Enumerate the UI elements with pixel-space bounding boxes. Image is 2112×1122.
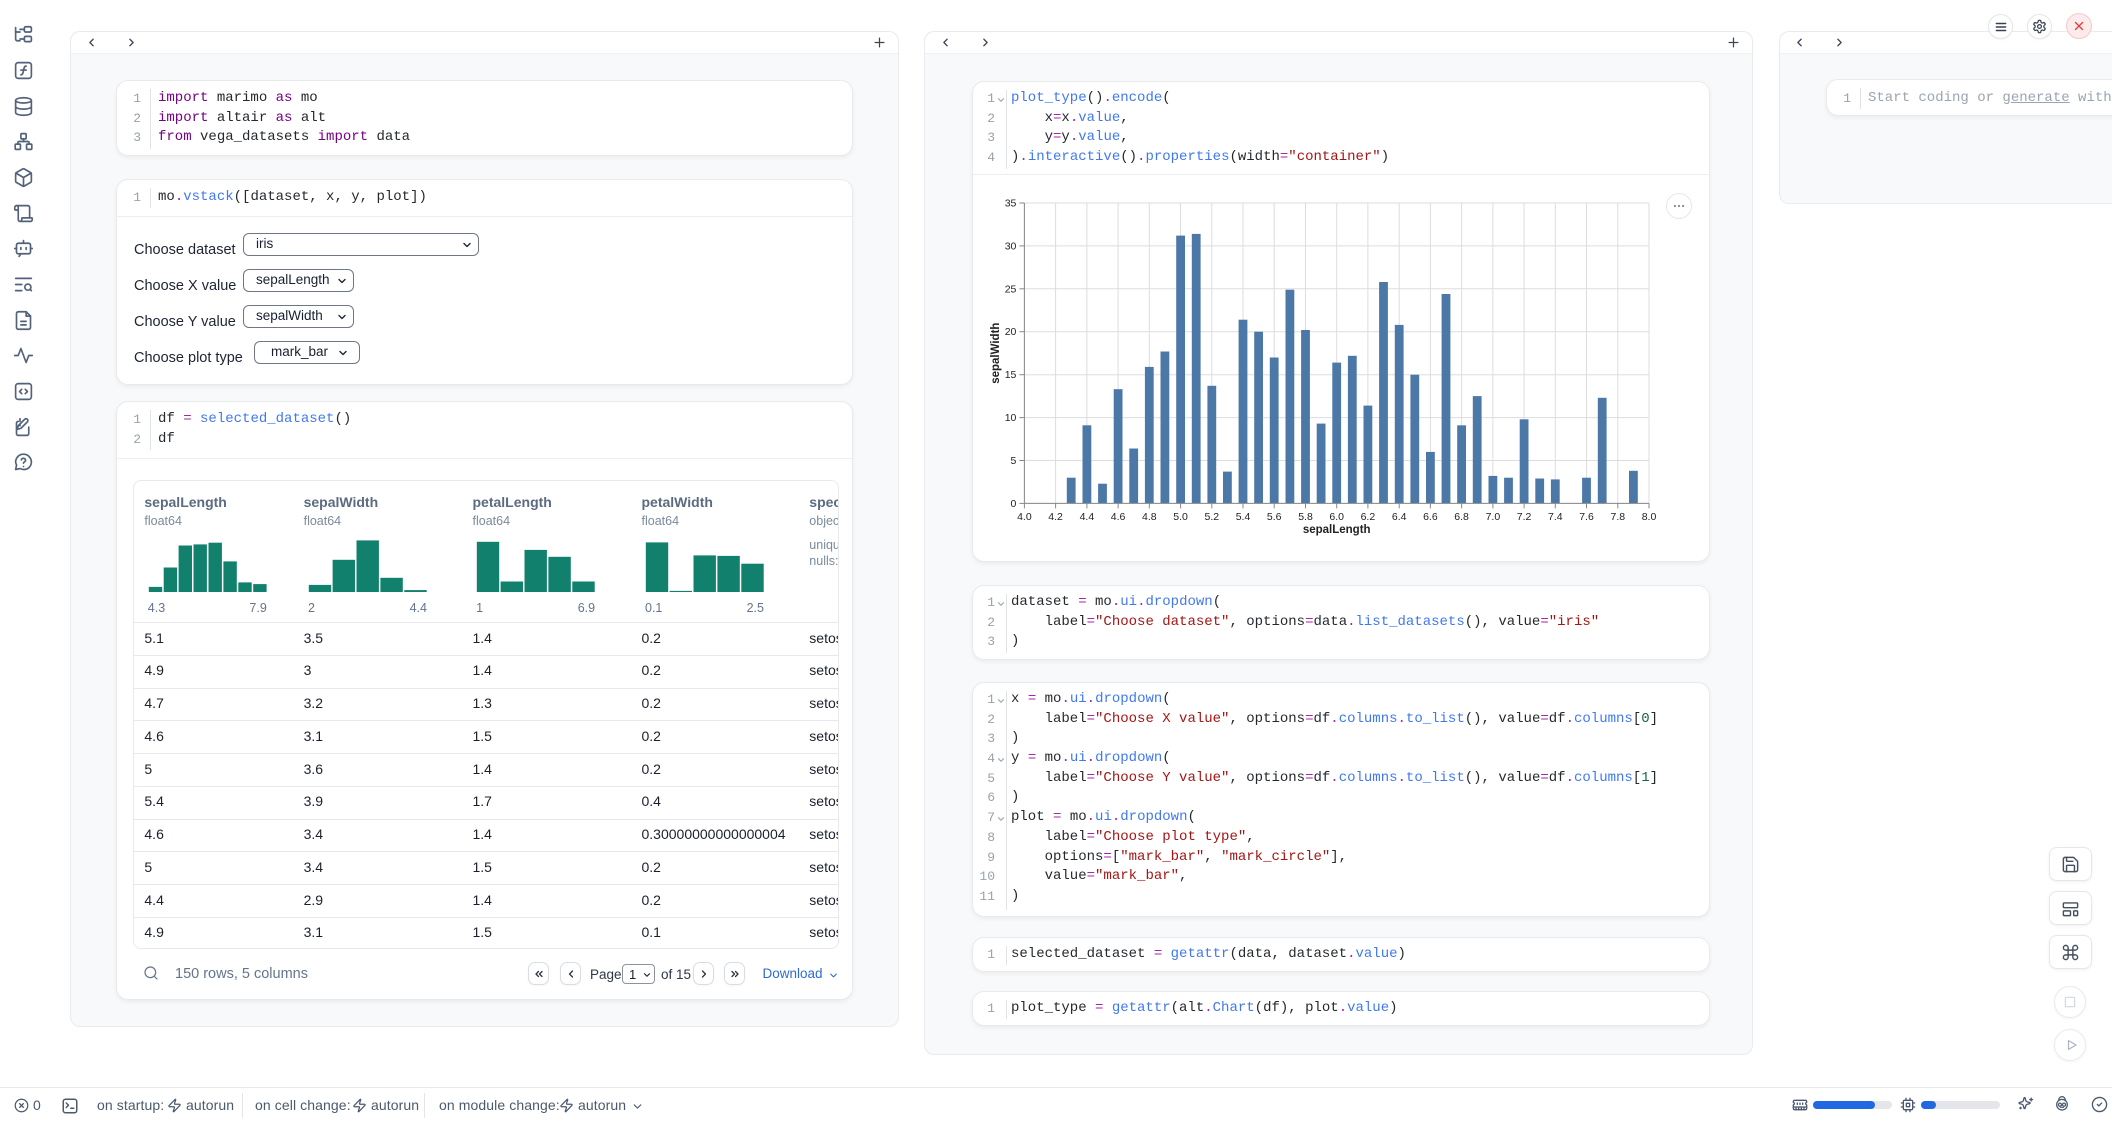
svg-text:5.4: 5.4 xyxy=(1236,511,1251,523)
svg-text:8.0: 8.0 xyxy=(1642,511,1657,523)
svg-text:6.8: 6.8 xyxy=(1454,511,1469,523)
svg-text:25: 25 xyxy=(1005,283,1017,295)
svg-text:7.6: 7.6 xyxy=(1579,511,1594,523)
svg-text:0: 0 xyxy=(1011,498,1017,510)
svg-text:15: 15 xyxy=(1005,369,1017,381)
svg-text:7.4: 7.4 xyxy=(1548,511,1563,523)
svg-text:5.2: 5.2 xyxy=(1204,511,1219,523)
svg-text:6.6: 6.6 xyxy=(1423,511,1438,523)
svg-text:5.8: 5.8 xyxy=(1298,511,1313,523)
svg-text:35: 35 xyxy=(1005,198,1017,210)
svg-text:6.2: 6.2 xyxy=(1361,511,1376,523)
svg-text:6.4: 6.4 xyxy=(1392,511,1407,523)
svg-text:7.0: 7.0 xyxy=(1486,511,1501,523)
svg-text:4.6: 4.6 xyxy=(1111,511,1126,523)
svg-text:4.8: 4.8 xyxy=(1142,511,1157,523)
svg-text:20: 20 xyxy=(1005,326,1017,338)
svg-text:10: 10 xyxy=(1005,412,1017,424)
svg-text:5.0: 5.0 xyxy=(1173,511,1188,523)
svg-text:7.8: 7.8 xyxy=(1610,511,1625,523)
svg-text:5.6: 5.6 xyxy=(1267,511,1282,523)
svg-text:30: 30 xyxy=(1005,240,1017,252)
svg-text:sepalLength: sepalLength xyxy=(1303,524,1371,536)
svg-text:sepalWidth: sepalWidth xyxy=(990,323,1002,384)
svg-text:7.2: 7.2 xyxy=(1517,511,1532,523)
svg-text:4.4: 4.4 xyxy=(1080,511,1095,523)
svg-text:4.0: 4.0 xyxy=(1017,511,1032,523)
svg-text:5: 5 xyxy=(1011,455,1017,467)
svg-text:4.2: 4.2 xyxy=(1048,511,1063,523)
svg-text:6.0: 6.0 xyxy=(1329,511,1344,523)
